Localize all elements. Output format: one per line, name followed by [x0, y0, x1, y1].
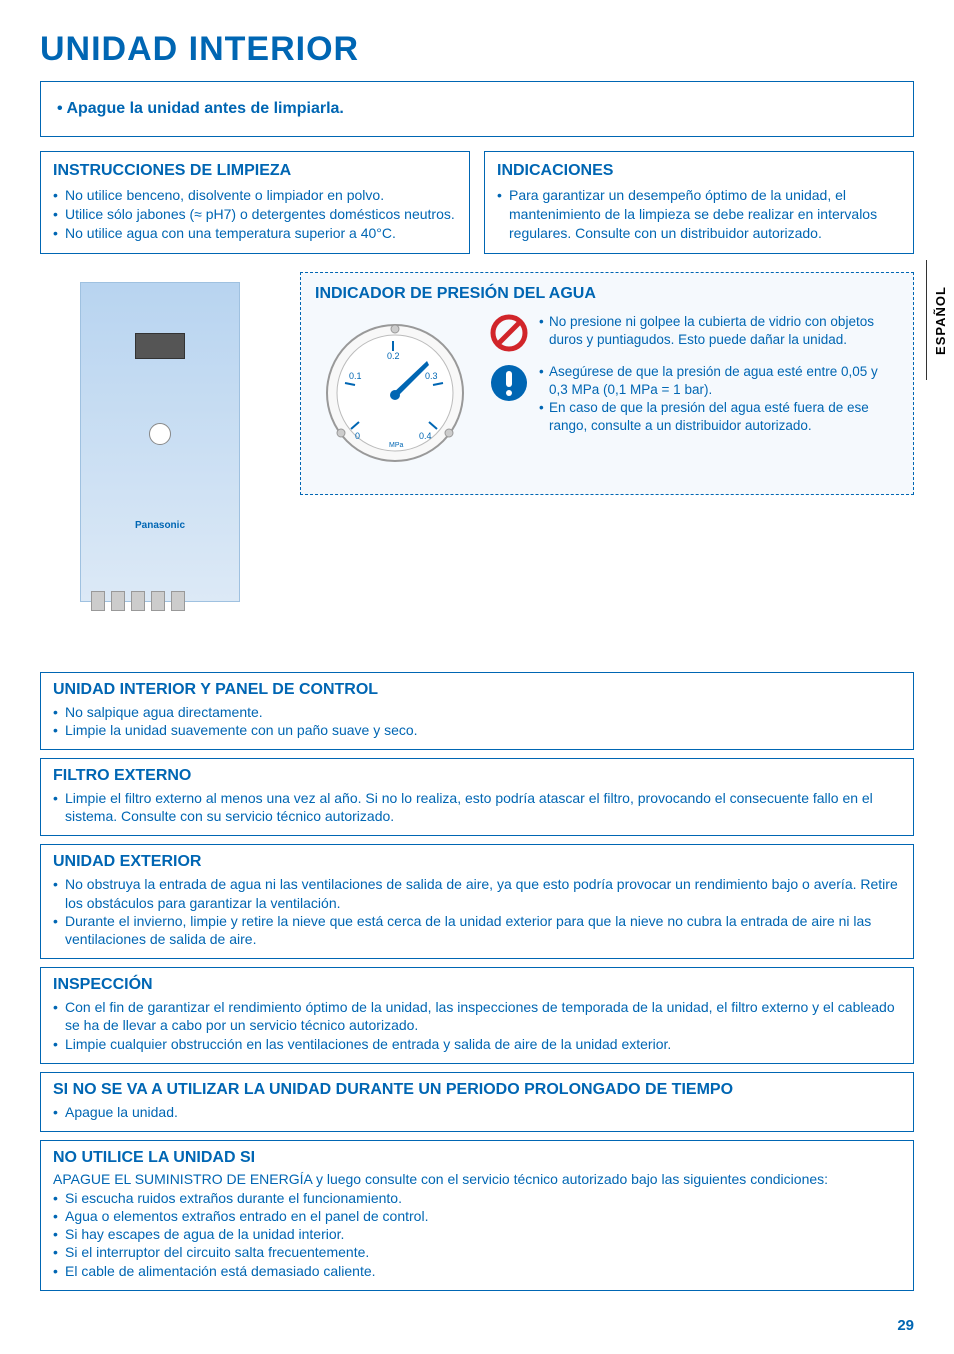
- section-item: Agua o elementos extraños entrado en el …: [53, 1207, 901, 1225]
- cleaning-item: No utilice benceno, disolvente o limpiad…: [53, 186, 457, 205]
- section-title: INSPECCIÓN: [53, 976, 901, 994]
- section-box: UNIDAD EXTERIOR No obstruya la entrada de…: [40, 844, 914, 959]
- instruction-row: INSTRUCCIONES DE LIMPIEZA No utilice ben…: [40, 151, 914, 254]
- section-item: No obstruya la entrada de agua ni las ve…: [53, 875, 901, 911]
- section-item: Si el interruptor del circuito salta fre…: [53, 1243, 901, 1261]
- section-box: NO UTILICE LA UNIDAD SI APAGUE EL SUMINIS…: [40, 1140, 914, 1291]
- section-item: Si hay escapes de agua de la unidad inte…: [53, 1225, 901, 1243]
- indications-title: INDICACIONES: [497, 162, 901, 180]
- gauge-tick-3: 0.3: [425, 371, 438, 381]
- section-item: No salpique agua directamente.: [53, 703, 901, 721]
- gauge-unit: MPa: [389, 442, 404, 449]
- warning-note: Apague la unidad antes de limpiarla.: [40, 81, 914, 137]
- section-intro: APAGUE EL SUMINISTRO DE ENERGÍA y luego …: [53, 1171, 901, 1187]
- section-item: El cable de alimentación está demasiado …: [53, 1262, 901, 1280]
- page-number: 29: [897, 1317, 914, 1334]
- attention-icon: [489, 363, 529, 403]
- unit-gauge-icon: [149, 423, 171, 445]
- language-tab: ESPAÑOL: [926, 260, 954, 380]
- section-item: Si escucha ruidos extraños durante el fu…: [53, 1189, 901, 1207]
- attention-text: Asegúrese de que la presión de agua esté…: [539, 363, 899, 399]
- attention-text: En caso de que la presión del agua esté …: [539, 399, 899, 435]
- gauge-tick-2: 0.2: [387, 351, 400, 361]
- section-title: NO UTILICE LA UNIDAD SI: [53, 1149, 901, 1167]
- gauge-tick-0: 0: [355, 431, 360, 441]
- prohibit-icon: [489, 313, 529, 353]
- pressure-gauge-box: INDICADOR DE PRESIÓN DEL AGUA 0 0.1: [300, 272, 914, 495]
- indoor-unit-illustration: Panasonic: [40, 272, 280, 652]
- cleaning-instructions-box: INSTRUCCIONES DE LIMPIEZA No utilice ben…: [40, 151, 470, 254]
- cleaning-item: Utilice sólo jabones (≈ pH7) o detergent…: [53, 205, 457, 224]
- section-title: UNIDAD EXTERIOR: [53, 853, 901, 871]
- section-title: SI NO SE VA A UTILIZAR LA UNIDAD DURANTE…: [53, 1081, 901, 1099]
- section-item: Durante el invierno, limpie y retire la …: [53, 912, 901, 948]
- section-box: SI NO SE VA A UTILIZAR LA UNIDAD DURANTE…: [40, 1072, 914, 1132]
- unit-pipes-icon: [91, 587, 229, 611]
- indications-box: INDICACIONES Para garantizar un desempeñ…: [484, 151, 914, 254]
- section-item: Con el fin de garantizar el rendimiento …: [53, 998, 901, 1034]
- section-box: FILTRO EXTERNO Limpie el filtro externo a…: [40, 758, 914, 836]
- section-title: FILTRO EXTERNO: [53, 767, 901, 785]
- language-label: ESPAÑOL: [933, 286, 948, 355]
- unit-brand-label: Panasonic: [135, 520, 185, 531]
- section-item: Limpie el filtro externo al menos una ve…: [53, 789, 901, 825]
- cleaning-title: INSTRUCCIONES DE LIMPIEZA: [53, 162, 457, 180]
- section-title: UNIDAD INTERIOR Y PANEL DE CONTROL: [53, 681, 901, 699]
- section-item: Limpie la unidad suavemente con un paño …: [53, 721, 901, 739]
- cleaning-item: No utilice agua con una temperatura supe…: [53, 224, 457, 243]
- section-box: UNIDAD INTERIOR Y PANEL DE CONTROL No sal…: [40, 672, 914, 750]
- gauge-tick-4: 0.4: [419, 431, 432, 441]
- unit-display-icon: [135, 333, 185, 359]
- prohibit-text: No presione ni golpee la cubierta de vid…: [539, 313, 899, 349]
- indications-item: Para garantizar un desempeño óptimo de l…: [497, 186, 901, 243]
- gauge-section: Panasonic INDICADOR DE PRESIÓN DEL AGUA: [40, 272, 914, 652]
- section-box: INSPECCIÓN Con el fin de garantizar el re…: [40, 967, 914, 1064]
- gauge-diagram: 0 0.1 0.2 0.3 0.4 MPa: [315, 313, 475, 478]
- gauge-title: INDICADOR DE PRESIÓN DEL AGUA: [315, 285, 899, 303]
- gauge-tick-1: 0.1: [349, 371, 362, 381]
- section-item: Apague la unidad.: [53, 1103, 901, 1121]
- section-item: Limpie cualquier obstrucción en las vent…: [53, 1035, 901, 1053]
- page-title: UNIDAD INTERIOR: [40, 30, 914, 69]
